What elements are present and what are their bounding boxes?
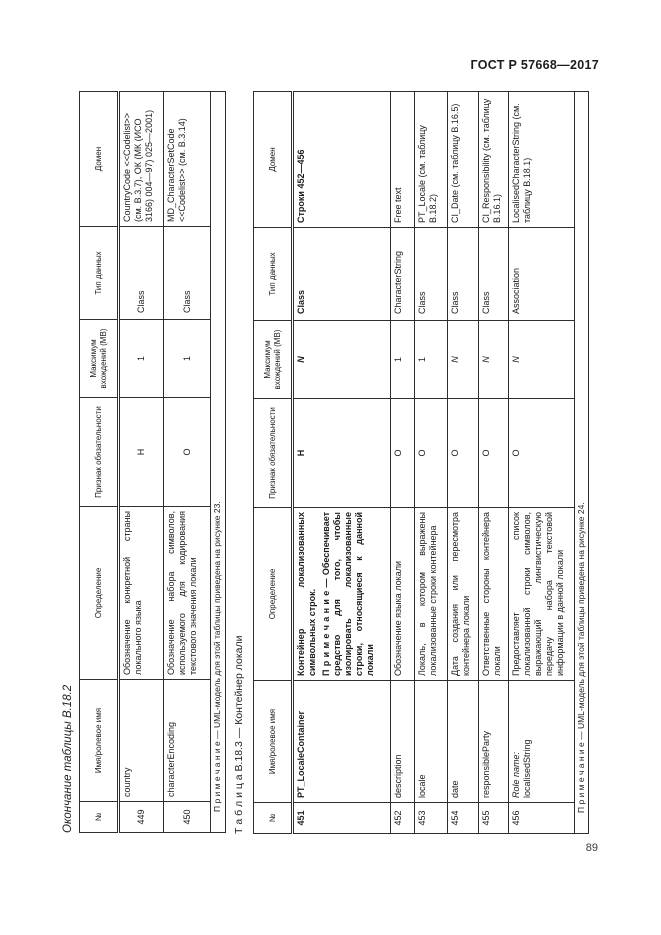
col-header-max-occurrence: Максимум вхождений (МВ)	[79, 319, 119, 398]
max-occurrence-cell: N	[292, 320, 391, 399]
max-occurrence-cell: N	[447, 320, 479, 399]
name-cell: date	[447, 680, 479, 803]
domain-cell: Free text	[390, 91, 415, 228]
datatype-cell: Class	[478, 227, 509, 321]
table-b18-3-caption: Т а б л и ц а В.18.3 — Контейнер локали	[233, 635, 245, 834]
col-header-num: №	[253, 802, 293, 834]
col-header-datatype: Тип данных	[79, 226, 119, 320]
datatype-cell: Class	[118, 226, 164, 320]
domain-cell: PT_Locale (см. таблицу В.18.2)	[414, 91, 448, 228]
num-cell: 452	[390, 802, 415, 834]
col-header-name: Имя/ролевое имя	[79, 679, 119, 802]
obligation-cell: О	[390, 398, 415, 508]
num-cell: 454	[447, 802, 479, 834]
table-row-449: 449 country Обозначение конкретной стран…	[118, 91, 164, 833]
obligation-cell: Н	[118, 397, 164, 507]
domain-cell: CountryCode <<Codelist>> (см. В.3.7), ОК…	[118, 91, 164, 227]
table-header-row: № Имя/ролевое имя Определение Признак об…	[79, 91, 119, 833]
num-cell: 450	[163, 801, 211, 833]
num-cell: 453	[414, 802, 448, 834]
role-name-value: localisedString	[522, 739, 532, 798]
max-occurrence-cell: 1	[163, 319, 211, 398]
name-cell: Role name: localisedString	[508, 680, 575, 803]
table-note-row: П р и м е ч а н и е — UML-модель для это…	[574, 91, 589, 834]
col-header-definition: Определение	[79, 506, 119, 680]
table-row-455: 455 responsibleParty Ответственные сторо…	[478, 91, 509, 834]
table-b18-3: № Имя/ролевое имя Определение Признак об…	[253, 91, 589, 834]
obligation-cell: О	[414, 398, 448, 508]
col-header-num: №	[79, 801, 119, 833]
name-cell: responsibleParty	[478, 680, 509, 803]
table-row-453: 453 locale Локаль, в котором выражены ло…	[414, 91, 448, 834]
datatype-cell: Association	[508, 227, 575, 321]
definition-cell: Обозначение языка локали	[390, 507, 415, 681]
role-name-label: Role name:	[511, 751, 521, 798]
name-cell: country	[118, 679, 164, 802]
table-note: П р и м е ч а н и е — UML-модель для это…	[574, 91, 589, 834]
definition-cell: Контейнер локализованных символьных стро…	[292, 507, 391, 681]
obligation-cell: О	[163, 397, 211, 507]
table-b18-2-caption: Окончание таблицы В.18.2	[62, 684, 74, 833]
num-cell: 455	[478, 802, 509, 834]
table-note: П р и м е ч а н и е — UML-модель для это…	[210, 91, 226, 833]
definition-cell: Обозначение набора символов, используемо…	[163, 506, 211, 680]
table-row-456: 456 Role name: localisedString Предостав…	[508, 91, 575, 834]
datatype-cell: Class	[163, 226, 211, 320]
max-occurrence-cell: N	[508, 320, 575, 399]
table-row-452: 452 description Обозначение языка локали…	[390, 91, 415, 834]
name-cell: description	[390, 680, 415, 803]
table-note-row: П р и м е ч а н и е — UML-модель для это…	[210, 91, 226, 833]
domain-cell: LocalisedCharacterString (см. таблицу В.…	[508, 91, 575, 228]
definition-cell: Предоставляет список локализованной стро…	[508, 507, 575, 681]
table-b18-3-block: Т а б л и ц а В.18.3 — Контейнер локали …	[233, 91, 589, 834]
max-occurrence-cell: 1	[118, 319, 164, 398]
obligation-cell: О	[478, 398, 509, 508]
document-header: ГОСТ Р 57668—2017	[470, 58, 599, 72]
table-header-row: № Имя/ролевое имя Определение Признак об…	[253, 91, 293, 834]
domain-cell: CI_Date (см. таблицу В.16.5)	[447, 91, 479, 228]
table-b18-2-block: Окончание таблицы В.18.2 № Имя/ролевое и…	[62, 91, 226, 833]
table-row-450: 450 characterEncoding Обозначение набора…	[163, 91, 211, 833]
datatype-cell: Class	[447, 227, 479, 321]
num-cell: 451	[292, 802, 391, 834]
datatype-cell: CharacterString	[390, 227, 415, 321]
max-occurrence-cell: 1	[390, 320, 415, 399]
definition-cell: Обозначение конкретной страны локального…	[118, 506, 164, 680]
definition-text: Контейнер локализованных символьных стро…	[296, 512, 317, 676]
col-header-domain: Домен	[253, 91, 293, 228]
name-cell: PT_LocaleContainer	[292, 680, 391, 803]
obligation-cell: О	[447, 398, 479, 508]
col-header-definition: Определение	[253, 507, 293, 681]
obligation-cell: Н	[292, 398, 391, 508]
col-header-obligation: Признак обязательности	[79, 397, 119, 507]
num-cell: 449	[118, 801, 164, 833]
page-number: 89	[585, 842, 598, 854]
table-b18-2: № Имя/ролевое имя Определение Признак об…	[79, 91, 226, 833]
col-header-max-occurrence: Максимум вхождений (МВ)	[253, 320, 293, 399]
max-occurrence-cell: 1	[414, 320, 448, 399]
datatype-cell: Class	[414, 227, 448, 321]
col-header-name: Имя/ролевое имя	[253, 680, 293, 803]
table-row-451: 451 PT_LocaleContainer Контейнер локализ…	[292, 91, 391, 834]
domain-cell: Строки 452—456	[292, 91, 391, 228]
definition-cell: Дата создания или пересмотра контейнера …	[447, 507, 479, 681]
col-header-obligation: Признак обязательности	[253, 398, 293, 508]
name-cell: locale	[414, 680, 448, 803]
datatype-cell: Class	[292, 227, 391, 321]
obligation-cell: О	[508, 398, 575, 508]
definition-cell: Локаль, в котором выражены локализованны…	[414, 507, 448, 681]
num-cell: 456	[508, 802, 575, 834]
domain-cell: MD_CharacterSetCode <<Codelist>> (см. В.…	[163, 91, 211, 227]
definition-note: П р и м е ч а н и е — Обеспечивает средс…	[321, 512, 375, 676]
name-cell: characterEncoding	[163, 679, 211, 802]
col-header-domain: Домен	[79, 91, 119, 227]
domain-cell: CI_Responsibility (см. таблицу В.16.1)	[478, 91, 509, 228]
table-row-454: 454 date Дата создания или пересмотра ко…	[447, 91, 479, 834]
col-header-datatype: Тип данных	[253, 227, 293, 321]
max-occurrence-cell: N	[478, 320, 509, 399]
definition-cell: Ответственные стороны контейнера локали	[478, 507, 509, 681]
